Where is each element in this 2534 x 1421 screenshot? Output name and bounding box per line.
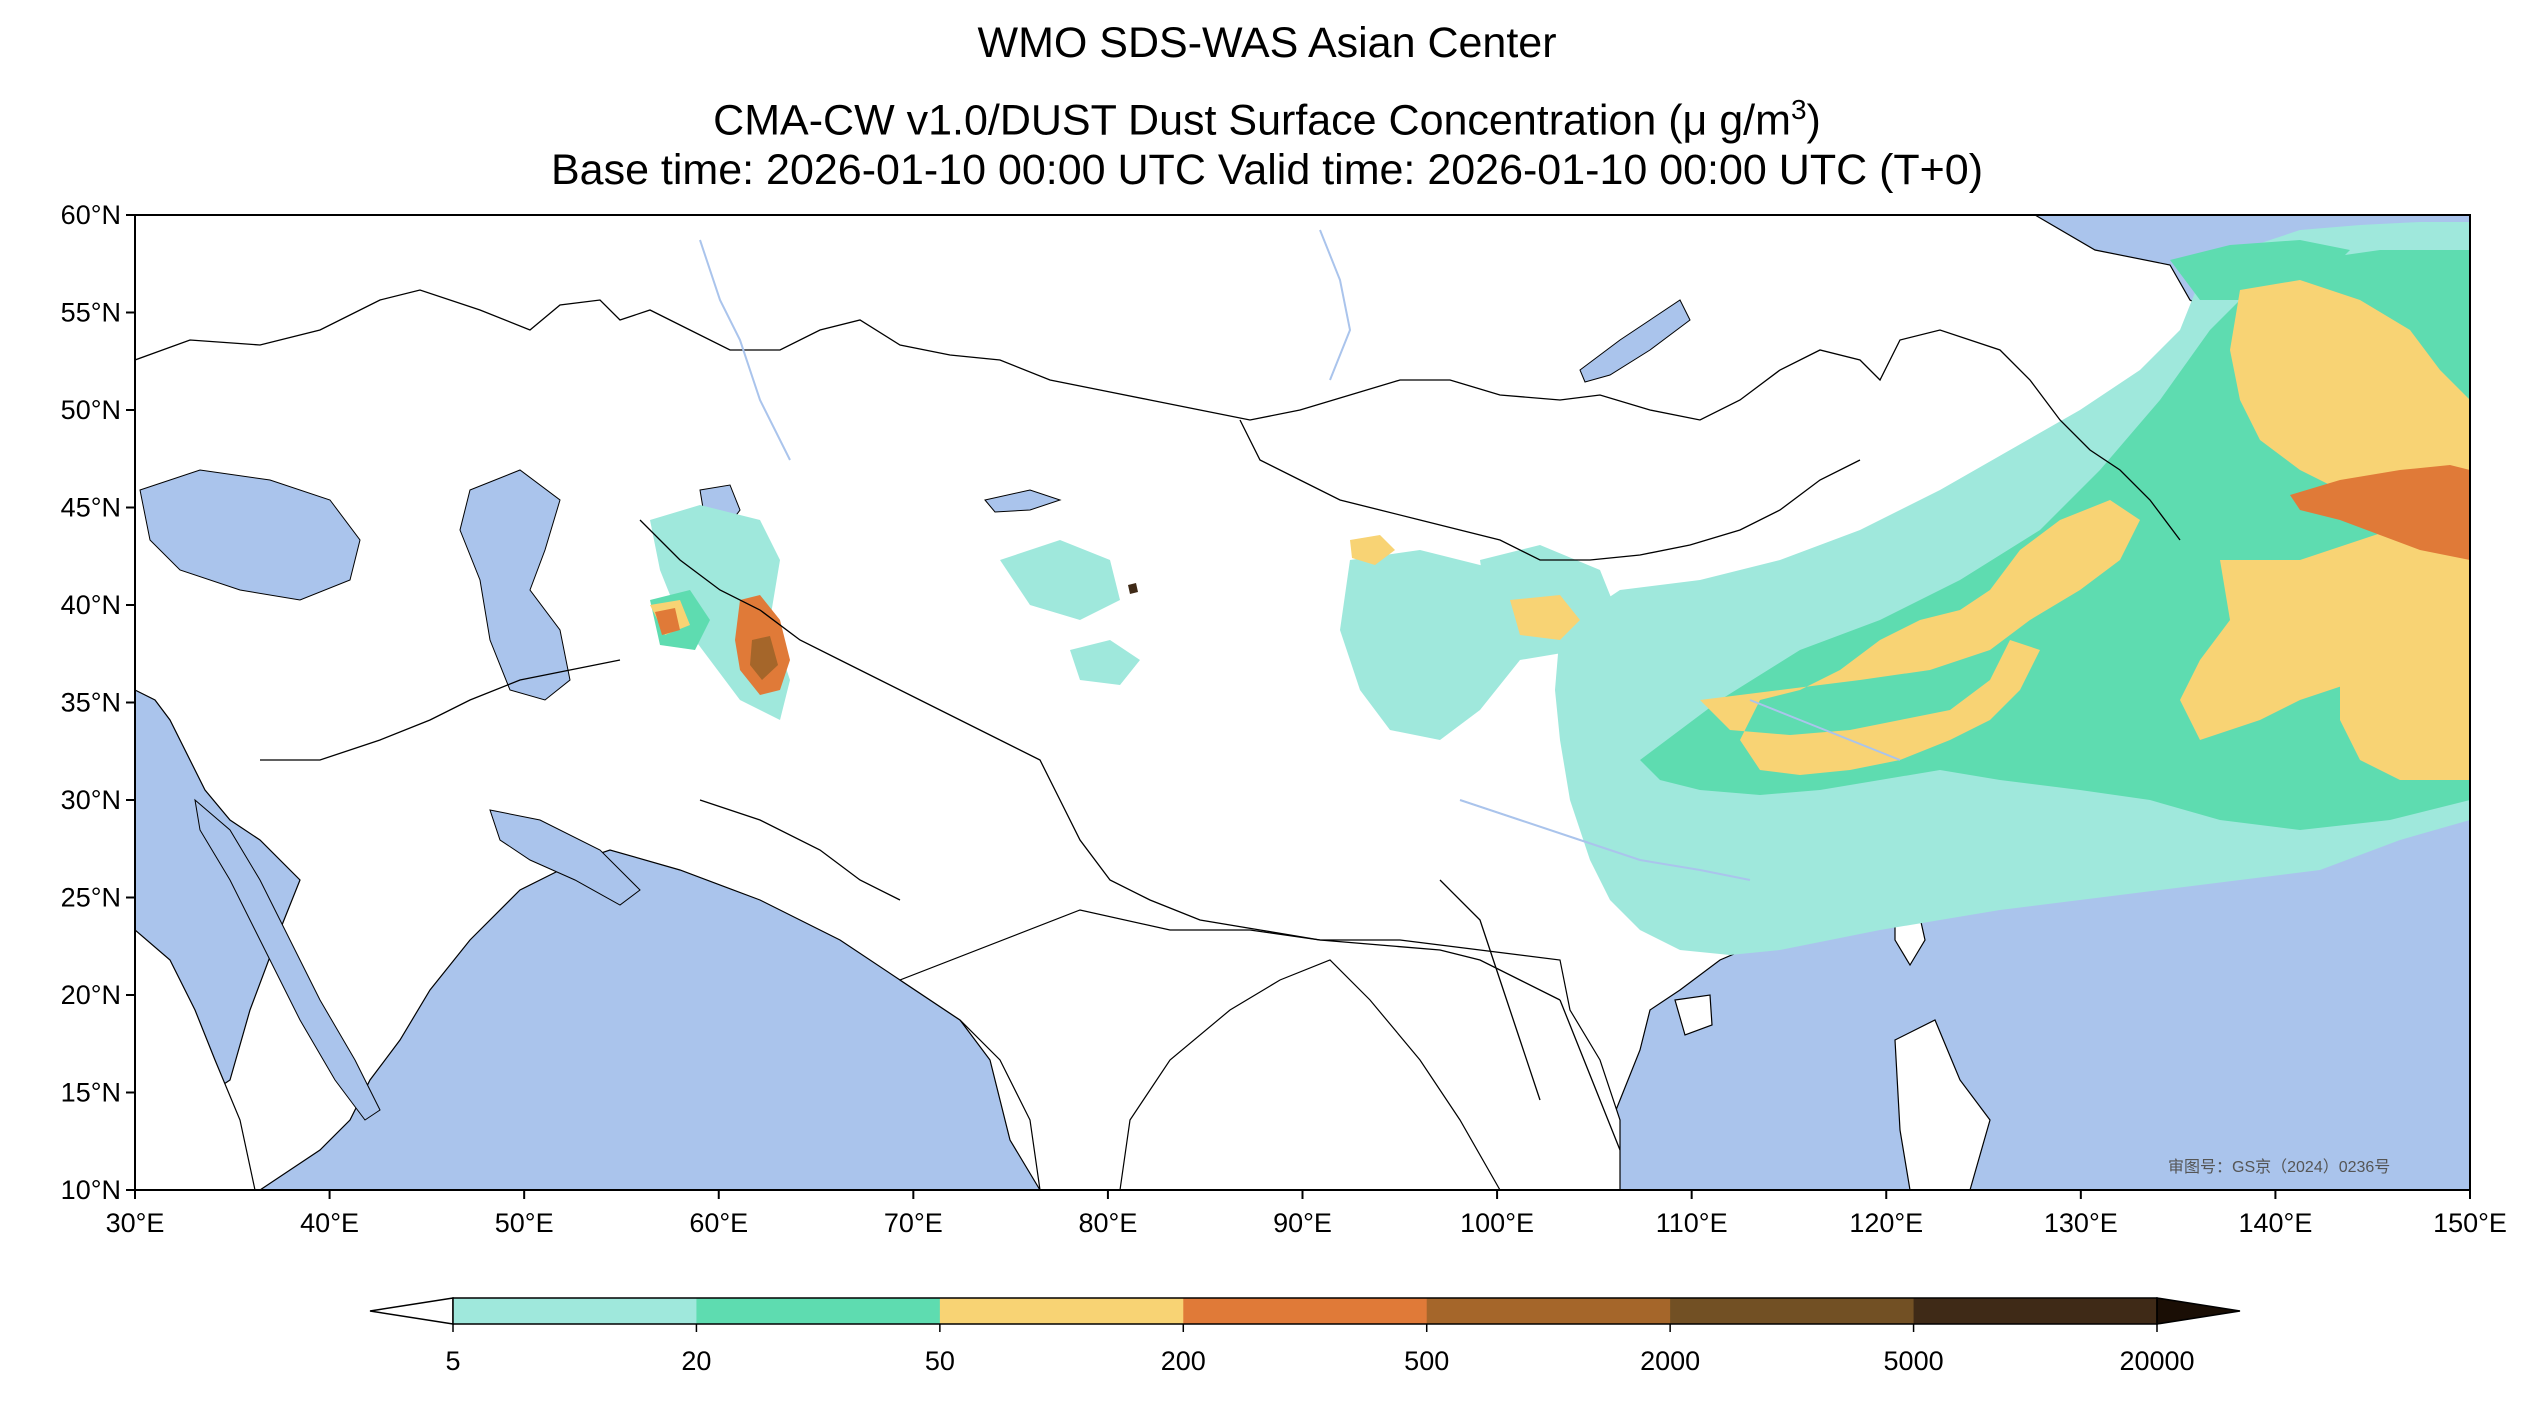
lat-tick-label: 40°N	[61, 590, 121, 620]
lon-tick-label: 30°E	[106, 1208, 165, 1238]
border-line	[260, 659, 621, 761]
longitude-axis: 30°E 40°E 50°E 60°E 70°E 80°E 90°E 100°E 110°E 12…	[106, 1190, 2507, 1238]
persian-gulf	[489, 809, 641, 906]
colorbar-tick-label: 5000	[1884, 1346, 1944, 1376]
dust-level-5-tibet	[1340, 550, 1540, 740]
border-line	[639, 519, 1001, 741]
philippines-islands	[1894, 1019, 1991, 1190]
lat-tick-label: 20°N	[61, 980, 121, 1010]
dust-level-5-xinjiang	[1000, 540, 1120, 620]
colorbar-tick-label: 500	[1404, 1346, 1449, 1376]
dust-level-50-japan-east	[2340, 600, 2470, 780]
colorbar-segment	[1913, 1298, 2158, 1324]
lon-tick-label: 60°E	[689, 1208, 748, 1238]
dust-level-200-turkmen-west	[655, 608, 680, 635]
lon-tick-label: 130°E	[2044, 1208, 2118, 1238]
lon-tick-label: 120°E	[1849, 1208, 1923, 1238]
lon-tick-label: 50°E	[495, 1208, 554, 1238]
rivers	[699, 229, 1901, 881]
colorbar-segment	[1183, 1298, 1428, 1324]
subtitle-unit-exponent: 3	[1790, 94, 1807, 125]
lon-tick-label: 100°E	[1460, 1208, 1534, 1238]
subtitle-suffix: )	[1806, 96, 1821, 145]
dust-level-2000-xinjiang	[1128, 583, 1138, 594]
subtitle-prefix: CMA-CW v1.0/DUST Dust Surface Concentrat…	[713, 96, 1683, 145]
lake-baikal	[1579, 299, 1691, 383]
colorbar-over-arrow	[2156, 1297, 2241, 1325]
lat-tick-label: 50°N	[61, 395, 121, 425]
subtitle-unit: μ g/m	[1682, 96, 1791, 145]
lake-balkhash	[984, 489, 1062, 513]
africa-landmass	[135, 929, 256, 1190]
colorbar-tick-label: 2000	[1640, 1346, 1700, 1376]
latitude-axis: 60°N 55°N 50°N 45°N 40°N 35°N 30°N 25°N 20°N 15°N…	[61, 200, 135, 1205]
colorbar-segment	[696, 1298, 941, 1324]
lat-tick-label: 60°N	[61, 200, 121, 230]
river	[1749, 699, 1901, 761]
colorbar-tick-label: 5	[445, 1346, 460, 1376]
border-line	[1559, 999, 1621, 1151]
dust-level-50-east-sea	[2180, 510, 2470, 740]
map-approval-number: 审图号：GS京（2024）0236号	[2168, 1158, 2390, 1176]
lat-tick-label: 15°N	[61, 1078, 121, 1108]
dust-level-500-turkmen	[750, 636, 778, 680]
lon-tick-label: 150°E	[2433, 1208, 2507, 1238]
border-line	[1239, 419, 1861, 561]
red-sea	[194, 798, 381, 1121]
lon-tick-label: 140°E	[2238, 1208, 2312, 1238]
colorbar-segment	[1670, 1298, 1915, 1324]
lon-tick-label: 90°E	[1273, 1208, 1332, 1238]
lon-tick-label: 80°E	[1078, 1208, 1137, 1238]
lon-tick-label: 40°E	[300, 1208, 359, 1238]
black-sea	[139, 469, 361, 601]
map-plot-area: 审图号：GS京（2024）0236号	[135, 215, 2470, 1190]
river	[1319, 229, 1352, 381]
border-line	[1439, 879, 1541, 1101]
lat-tick-label: 25°N	[61, 883, 121, 913]
colorbar-tick-label: 50	[925, 1346, 955, 1376]
dust-level-50-north-china	[1700, 500, 2140, 775]
border-line	[999, 739, 1561, 1001]
colorbar-under-arrow	[369, 1297, 454, 1325]
lat-tick-label: 10°N	[61, 1175, 121, 1205]
hainan-island	[1674, 994, 1713, 1036]
lat-tick-label: 30°N	[61, 785, 121, 815]
lat-tick-label: 35°N	[61, 688, 121, 718]
border-line	[135, 289, 2181, 541]
border-line	[699, 799, 901, 901]
colorbar-tick-label: 20000	[2119, 1346, 2194, 1376]
colorbar-segment	[939, 1298, 1184, 1324]
colorbar-labels: 5 20 50 200 500 2000 5000 20000	[445, 1324, 2195, 1376]
lat-tick-label: 55°N	[61, 298, 121, 328]
dust-level-50-xinjiang	[1350, 535, 1395, 565]
river	[699, 239, 791, 461]
colorbar-segment	[1426, 1298, 1671, 1324]
dust-level-5-mid	[1070, 640, 1140, 685]
colorbar-segment	[453, 1298, 697, 1324]
lat-tick-label: 45°N	[61, 493, 121, 523]
lon-tick-label: 70°E	[884, 1208, 943, 1238]
caspian-sea	[459, 469, 571, 701]
colorbar: 5 20 50 200 500 2000 5000 20000	[369, 1297, 2241, 1376]
colorbar-segments	[453, 1298, 2158, 1324]
chart-title: WMO SDS-WAS Asian Center	[977, 19, 1557, 67]
river	[1459, 799, 1751, 881]
dust-level-50-inner	[1510, 595, 1580, 640]
lon-tick-label: 110°E	[1656, 1208, 1728, 1238]
chart-subtitle: CMA-CW v1.0/DUST Dust Surface Concentrat…	[0, 85, 2534, 145]
indian-subcontinent	[898, 909, 1621, 1190]
colorbar-frame	[452, 1297, 2158, 1325]
country-borders	[135, 289, 2181, 1151]
dust-contours	[650, 222, 2470, 955]
colorbar-tick-label: 20	[681, 1346, 711, 1376]
colorbar-tick-label: 200	[1161, 1346, 1206, 1376]
dust-level-200-sakhalin	[2290, 465, 2470, 560]
time-info: Base time: 2026-01-10 00:00 UTC Valid ti…	[550, 146, 1984, 194]
